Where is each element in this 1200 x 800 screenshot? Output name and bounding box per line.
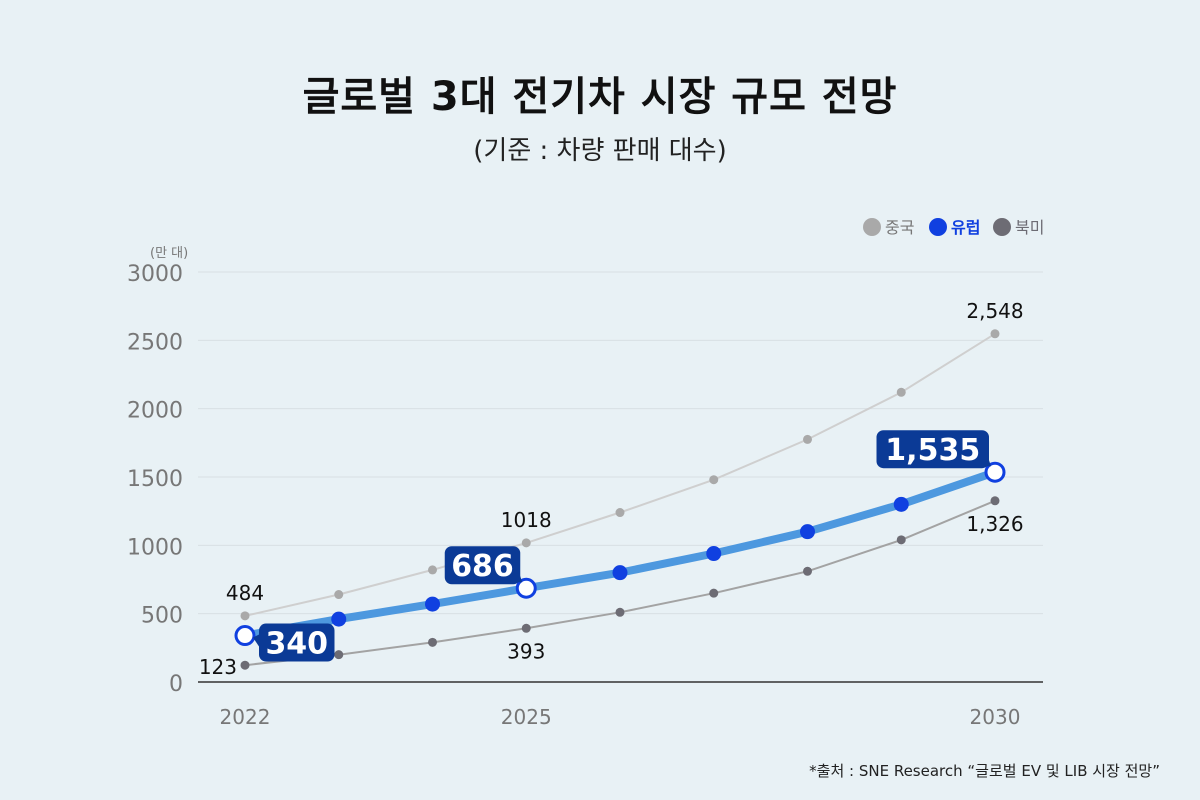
china-point bbox=[709, 475, 719, 485]
europe-point bbox=[612, 565, 628, 581]
china-point bbox=[428, 565, 437, 575]
europe-label-box bbox=[259, 623, 335, 662]
china-point bbox=[615, 508, 625, 518]
china-point bbox=[334, 590, 344, 600]
north-america-point bbox=[803, 566, 812, 576]
y-tick-label: 1500 bbox=[127, 467, 183, 492]
north-america-point bbox=[240, 660, 250, 670]
north-america-point bbox=[521, 623, 531, 633]
china-point bbox=[896, 387, 906, 397]
europe-highlight-point bbox=[234, 625, 256, 647]
y-tick-label: 2500 bbox=[127, 330, 183, 355]
europe-point bbox=[331, 611, 347, 627]
china-data-label: 2,548 bbox=[966, 299, 1023, 323]
europe-point bbox=[706, 546, 722, 562]
europe-highlight-point bbox=[515, 577, 537, 599]
y-tick-label: 1000 bbox=[127, 535, 183, 560]
north-america-point bbox=[615, 607, 625, 617]
legend-marker-china bbox=[863, 218, 881, 236]
europe-label-box bbox=[876, 430, 989, 469]
north-america-point bbox=[896, 535, 906, 545]
europe-point bbox=[800, 524, 815, 540]
europe-data-label: 340 bbox=[265, 627, 328, 662]
x-tick-label: 2025 bbox=[501, 705, 552, 729]
chart-title: 글로벌 3대 전기차 시장 규모 전망 bbox=[302, 74, 898, 120]
legend-marker-europe bbox=[929, 218, 947, 236]
source-note: *출처 : SNE Research “글로벌 EV 및 LIB 시장 전망” bbox=[809, 762, 1160, 780]
north-america-point bbox=[990, 496, 1000, 506]
europe-label-box bbox=[444, 546, 521, 585]
y-tick-label: 3000 bbox=[127, 262, 183, 287]
legend-label-china: 중국 bbox=[885, 218, 914, 237]
europe-data-label: 1,535 bbox=[885, 433, 980, 468]
y-tick-label: 500 bbox=[141, 604, 183, 629]
series-line-north-america bbox=[244, 499, 996, 667]
north-america-data-label: 123 bbox=[199, 655, 237, 679]
y-tick-label: 0 bbox=[169, 672, 183, 697]
china-point bbox=[521, 538, 531, 548]
legend-label-north_america: 북미 bbox=[1015, 218, 1044, 237]
north-america-point bbox=[334, 650, 344, 660]
europe-data-label: 686 bbox=[451, 549, 514, 584]
europe-point bbox=[893, 496, 909, 512]
y-unit-label: (만 대) bbox=[150, 246, 188, 261]
legend-marker-north_america bbox=[993, 218, 1011, 236]
north-america-point bbox=[709, 588, 719, 598]
china-point bbox=[240, 611, 250, 621]
north-america-data-label: 393 bbox=[507, 639, 545, 663]
europe-highlight-point bbox=[984, 461, 1006, 483]
x-tick-label: 2030 bbox=[970, 705, 1021, 729]
chart-subtitle: (기준 : 차량 판매 대수) bbox=[473, 136, 727, 166]
legend-label-europe: 유럽 bbox=[951, 218, 980, 237]
y-tick-label: 2000 bbox=[127, 399, 183, 424]
china-point bbox=[803, 434, 812, 444]
europe-point bbox=[425, 596, 440, 612]
china-point bbox=[990, 329, 1000, 339]
x-tick-label: 2022 bbox=[220, 705, 271, 729]
china-data-label: 484 bbox=[226, 581, 264, 605]
north-america-point bbox=[428, 637, 437, 647]
north-america-data-label: 1,326 bbox=[966, 512, 1023, 536]
china-data-label: 1018 bbox=[501, 508, 552, 532]
